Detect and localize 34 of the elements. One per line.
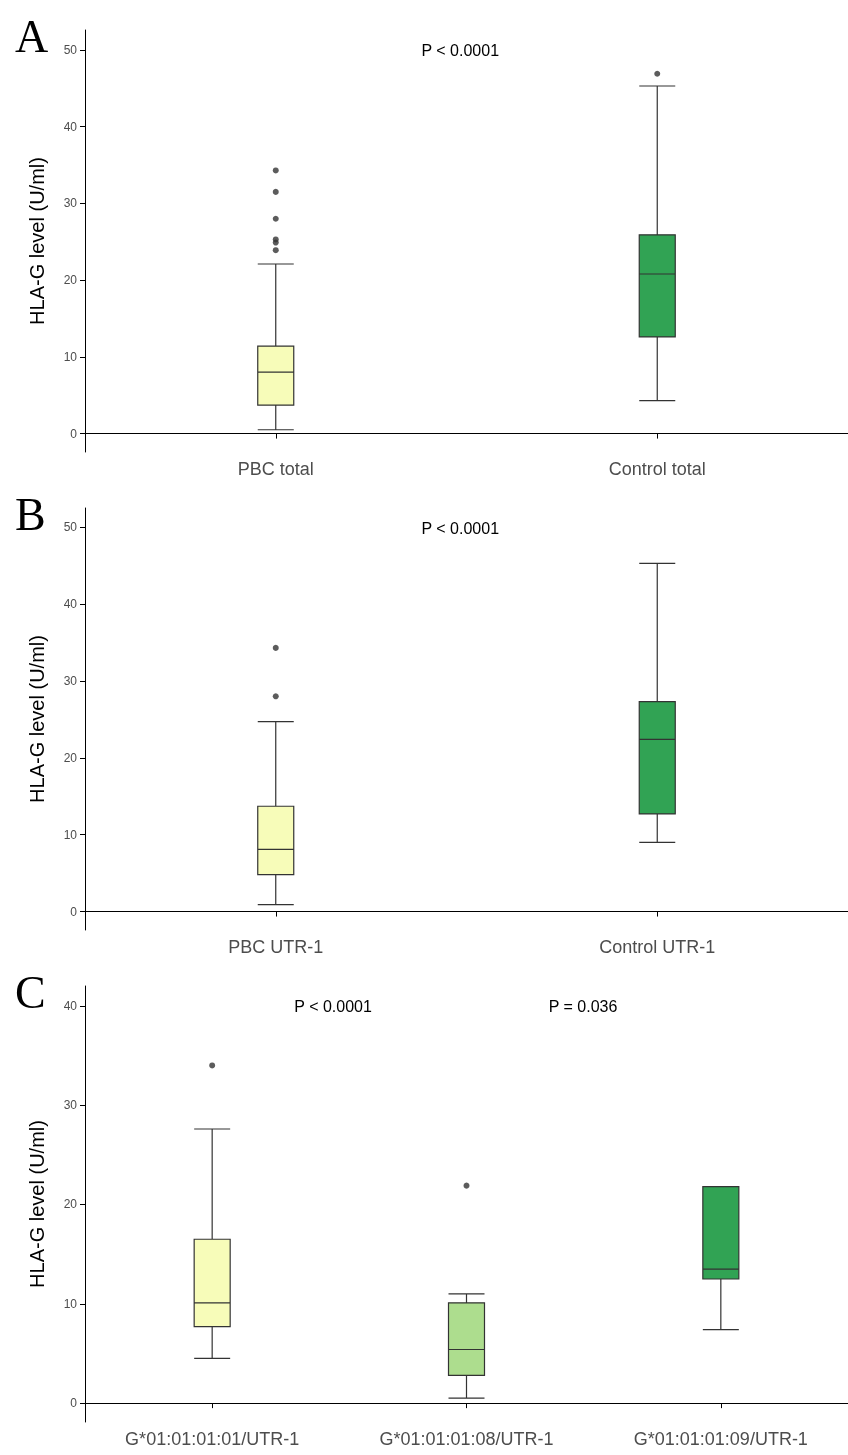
y-tick-label: 0 — [70, 904, 78, 919]
y-axis-title: HLA-G level (U/ml) — [26, 1120, 48, 1288]
annotation: P = 0.036 — [548, 997, 618, 1015]
y-tick-label: 20 — [63, 1197, 78, 1212]
y-tick-label: 50 — [63, 42, 78, 57]
y-tick-label: 10 — [63, 827, 78, 842]
x-tick-label: G*01:01:01:01/UTR-1 — [125, 1429, 300, 1449]
y-axis-title: HLA-G level (U/ml) — [26, 157, 48, 325]
y-tick-label: 30 — [63, 196, 78, 211]
y-tick-label: 10 — [63, 1296, 78, 1311]
chart-title: B — [15, 488, 46, 540]
y-tick-label: 40 — [63, 597, 78, 612]
x-tick-label: Control UTR-1 — [599, 937, 716, 957]
y-tick-label: 50 — [63, 520, 78, 535]
x-tick-label: Control total — [608, 459, 706, 479]
y-tick-label: 20 — [63, 750, 78, 765]
y-tick-label: 0 — [70, 1396, 78, 1411]
y-axis-title: HLA-G level (U/ml) — [26, 635, 48, 803]
x-tick-label: PBC total — [237, 459, 314, 479]
chart-title: A — [15, 10, 49, 62]
annotation: P < 0.0001 — [421, 41, 500, 59]
y-tick-label: 30 — [63, 1098, 78, 1113]
x-tick-label: G*01:01:01:08/UTR-1 — [379, 1429, 554, 1449]
annotation: P < 0.0001 — [294, 997, 372, 1015]
y-tick-label: 10 — [63, 349, 78, 364]
annotation: P < 0.0001 — [421, 519, 500, 537]
y-tick-label: 40 — [63, 119, 78, 134]
x-tick-label: PBC UTR-1 — [228, 937, 324, 957]
y-tick-label: 20 — [63, 273, 78, 288]
y-tick-label: 40 — [63, 998, 78, 1013]
x-tick-label: G*01:01:01:09/UTR-1 — [633, 1429, 808, 1449]
y-tick-label: 30 — [63, 673, 78, 688]
chart-title: C — [15, 966, 46, 1018]
y-tick-label: 0 — [70, 426, 78, 441]
